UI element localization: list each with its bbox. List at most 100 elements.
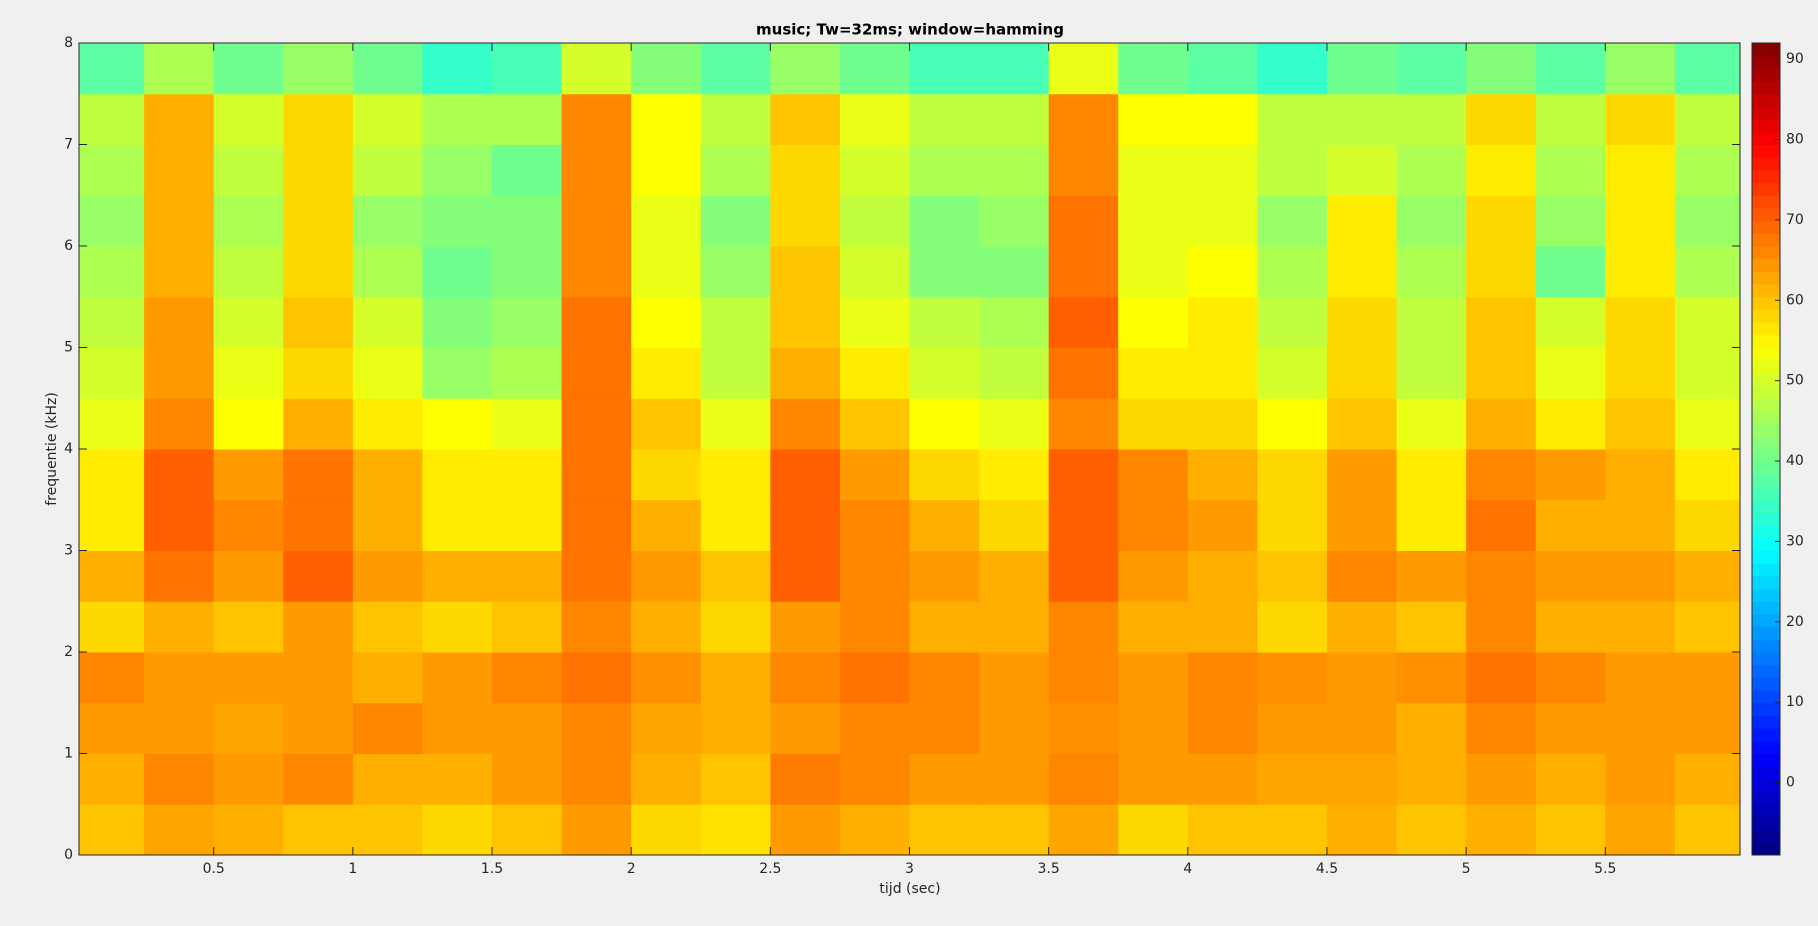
cell: [79, 601, 145, 653]
y-axis-label: frequentie (kHz): [44, 392, 60, 506]
cell: [1048, 652, 1119, 704]
cell: [1048, 347, 1119, 399]
cell: [700, 195, 771, 247]
cell: [79, 499, 145, 551]
cell: [213, 93, 284, 145]
cell: [1466, 449, 1537, 501]
cell: [144, 601, 215, 653]
cell: [79, 144, 145, 196]
cell: [909, 550, 980, 602]
cell: [79, 550, 145, 602]
colorbar-swatch: [1752, 474, 1780, 488]
cell: [213, 601, 284, 653]
colorbar-swatch: [1752, 309, 1780, 323]
cell: [352, 347, 423, 399]
cell: [422, 296, 493, 348]
cell: [979, 195, 1050, 247]
colorbar-swatch: [1752, 715, 1780, 729]
cell: [979, 652, 1050, 704]
cell: [1396, 144, 1467, 196]
colorbar-swatch: [1752, 385, 1780, 399]
cell: [700, 550, 771, 602]
cell: [144, 499, 215, 551]
cell: [631, 347, 702, 399]
cell: [1674, 499, 1740, 551]
cell: [1674, 550, 1740, 602]
cell: [79, 195, 145, 247]
cell: [144, 702, 215, 754]
colorbar-swatch: [1752, 842, 1780, 856]
cell: [1118, 550, 1189, 602]
heatmap: [79, 43, 1740, 855]
cell: [1396, 449, 1467, 501]
cell: [979, 702, 1050, 754]
cell: [561, 601, 632, 653]
cell: [909, 652, 980, 704]
cell: [1048, 550, 1119, 602]
colorbar-tick-label: 10: [1786, 694, 1804, 710]
cell: [1118, 246, 1189, 298]
cell: [1674, 449, 1740, 501]
cell: [422, 601, 493, 653]
cell: [422, 753, 493, 805]
cell: [909, 195, 980, 247]
cell: [909, 702, 980, 754]
colorbar-swatch: [1752, 93, 1780, 107]
x-tick-label: 5: [1462, 861, 1471, 877]
colorbar-swatch: [1752, 728, 1780, 742]
cell: [1048, 43, 1119, 95]
cell: [1118, 804, 1189, 855]
cell: [422, 347, 493, 399]
colorbar-swatch: [1752, 829, 1780, 843]
cell: [770, 144, 841, 196]
cell: [631, 804, 702, 855]
cell: [283, 550, 354, 602]
colorbar-swatch: [1752, 563, 1780, 577]
cell: [770, 804, 841, 855]
cell: [909, 144, 980, 196]
cell: [283, 601, 354, 653]
cell: [213, 550, 284, 602]
cell: [283, 804, 354, 855]
cell: [839, 43, 910, 95]
cell: [1187, 296, 1258, 348]
colorbar-swatch: [1752, 296, 1780, 310]
colorbar-swatch: [1752, 652, 1780, 666]
cell: [979, 550, 1050, 602]
cell: [909, 43, 980, 95]
cell: [1674, 43, 1740, 95]
cell: [1048, 601, 1119, 653]
cell: [770, 601, 841, 653]
cell: [1396, 652, 1467, 704]
cell: [1605, 195, 1676, 247]
cell: [283, 43, 354, 95]
colorbar-swatch: [1752, 157, 1780, 171]
cell: [1326, 652, 1398, 704]
cell: [561, 702, 632, 754]
cell: [352, 246, 423, 298]
colorbar-swatch: [1752, 347, 1780, 361]
cell: [1257, 550, 1328, 602]
cell: [1466, 43, 1537, 95]
colorbar-swatch: [1752, 601, 1780, 615]
cell: [1535, 93, 1606, 145]
cell: [1048, 144, 1119, 196]
cell: [492, 804, 563, 855]
cell: [979, 753, 1050, 805]
cell: [1326, 144, 1398, 196]
cell: [283, 702, 354, 754]
cell: [700, 449, 771, 501]
colorbar-swatch: [1752, 436, 1780, 450]
cell: [1535, 449, 1606, 501]
cell: [213, 347, 284, 399]
cell: [1674, 753, 1740, 805]
cell: [1257, 43, 1328, 95]
cell: [561, 93, 632, 145]
cell: [1396, 398, 1467, 450]
y-tick-label: 3: [64, 543, 73, 559]
y-tick-label: 6: [64, 238, 73, 254]
cell: [144, 753, 215, 805]
cell: [700, 398, 771, 450]
cell: [492, 93, 563, 145]
cell: [1257, 804, 1328, 855]
